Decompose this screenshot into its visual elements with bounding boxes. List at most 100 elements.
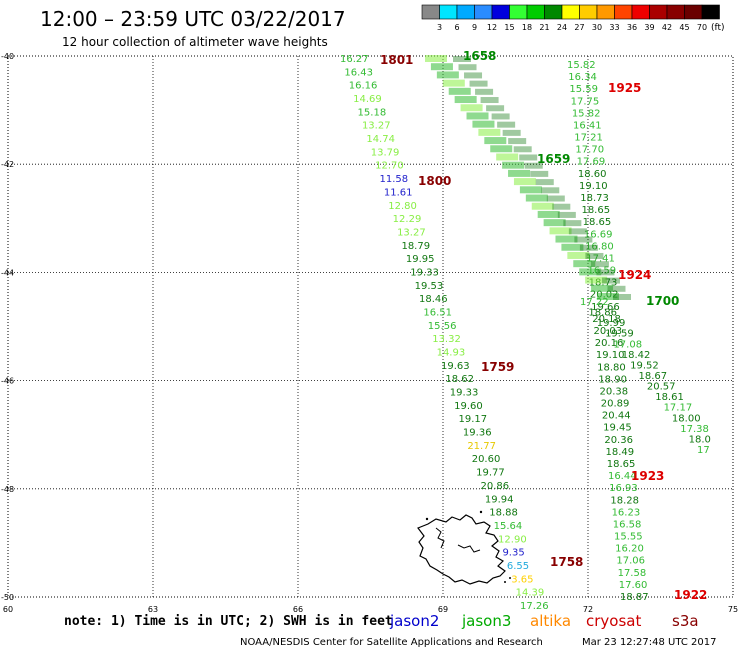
dense-track-mark (573, 260, 596, 268)
wave-height-value: 15.55 (614, 532, 643, 543)
dense-track-mark (601, 277, 620, 284)
wave-height-value: 12.80 (388, 201, 417, 212)
wave-height-value: 17.41 (586, 253, 615, 264)
dense-track-mark (502, 129, 521, 136)
legend-tick: 3 (437, 23, 442, 32)
legend-swatch (421, 4, 440, 20)
dense-track-mark (585, 276, 608, 284)
lat-label: -50 (1, 593, 14, 602)
wave-height-value: 11.58 (380, 174, 409, 185)
wave-height-value: 18.60 (578, 169, 607, 180)
dense-track-mark (430, 63, 453, 71)
lon-label: 63 (148, 605, 158, 614)
wave-height-value: 18.65 (583, 217, 612, 228)
dense-track-mark (597, 293, 619, 300)
dense-track-mark (546, 195, 565, 202)
wave-height-value: 20.86 (480, 481, 509, 492)
dense-track-mark (464, 72, 483, 79)
pass-time-label: 1922 (674, 588, 707, 602)
dense-track-mark (552, 203, 571, 210)
wave-height-value: 16.16 (349, 81, 378, 92)
dense-track-mark (458, 64, 477, 71)
wave-height-value: 12.70 (375, 161, 404, 172)
wave-height-value: 17.58 (618, 568, 647, 579)
wave-height-value: 19.66 (591, 302, 620, 313)
dense-track-mark (466, 112, 489, 120)
footer-credit: NOAA/NESDIS Center for Satellite Applica… (240, 637, 543, 648)
wave-height-value: 13.32 (432, 334, 461, 345)
dense-track-mark (607, 285, 626, 292)
dense-track-mark (491, 113, 510, 120)
wave-height-value: 19.77 (476, 468, 505, 479)
legend-tick: 70 (697, 23, 707, 32)
wave-height-value: 18.73 (580, 193, 609, 204)
wave-height-value: 14.93 (437, 348, 466, 359)
wave-height-value: 20.44 (602, 411, 631, 422)
wave-height-value: 3.65 (511, 574, 533, 585)
legend-unit: (ft) (711, 23, 725, 33)
dense-track-mark (543, 219, 566, 227)
wave-height-value: 19.60 (454, 401, 483, 412)
wave-height-value: 16.80 (585, 241, 614, 252)
wave-height-value: 14.39 (516, 588, 545, 599)
wave-height-value: 17.60 (619, 580, 648, 591)
pass-time-label: 1758 (550, 555, 583, 569)
wave-height-value: 16.23 (612, 507, 641, 518)
note-text: note: 1) Time is in UTC; 2) SWH is in fe… (64, 614, 393, 629)
wave-height-value: 19.17 (459, 414, 488, 425)
wave-height-value: 17.17 (664, 403, 693, 414)
wave-height-value: 20.16 (595, 338, 624, 349)
wave-height-value: 19.94 (485, 494, 514, 505)
dense-track-mark (567, 251, 590, 259)
pass-time-labels: 1801 1658 1925 1659 1800 1924 1700 1759 1923 1758… (380, 49, 707, 602)
wave-height-value: 18.42 (622, 350, 651, 361)
dense-track-mark (524, 162, 543, 169)
wave-height-legend: 3 6 9 12 15 18 21 24 27 30 33 36 39 42 45 70 (421, 4, 720, 32)
dense-track-mark (513, 146, 532, 153)
wave-height-value: 15.56 (428, 321, 457, 332)
legend-swatch (631, 4, 650, 20)
wave-height-value: 17.26 (520, 601, 549, 612)
legend-tick: 21 (539, 23, 549, 32)
kerguelen-island (417, 510, 511, 585)
legend-swatch (579, 4, 598, 20)
satellite-name: jason3 (461, 612, 511, 630)
wave-height-value: 19.52 (630, 360, 659, 371)
legend-tick: 36 (627, 23, 637, 32)
wave-height-value: 18.0 (689, 434, 711, 445)
wave-height-value: 9.35 (502, 548, 524, 559)
dense-track-mark (513, 178, 536, 186)
wave-height-value: 18.88 (489, 508, 518, 519)
wave-height-value: 17.38 (680, 424, 709, 435)
lon-label: 69 (438, 605, 448, 614)
satellite-name: altika (530, 612, 571, 630)
wave-height-value: 20.03 (594, 326, 623, 337)
wave-height-value: 18.65 (581, 205, 610, 216)
wave-height-value: 19.10 (596, 350, 625, 361)
legend-swatch (596, 4, 615, 20)
pass-time-label: 1759 (481, 360, 514, 374)
lon-label: 72 (583, 605, 593, 614)
wave-height-value: 17 (697, 445, 710, 456)
satellite-legend: jason2 jason3 altika cryosat s3a (389, 612, 699, 630)
dense-track-mark (472, 120, 495, 128)
pass-time-label: 1800 (418, 174, 451, 188)
dense-track-mark (478, 128, 501, 136)
wave-height-value: 18.61 (655, 392, 684, 403)
pass-time-label: 1924 (618, 268, 651, 282)
wave-height-value: 18.80 (597, 362, 626, 373)
dense-track-mark (508, 138, 527, 145)
wave-height-value: 13.79 (371, 147, 400, 158)
wave-height-value: 17.22 (580, 297, 609, 308)
legend-swatch (456, 4, 475, 20)
wave-height-value: 17.69 (577, 157, 606, 168)
dense-track-mark (480, 97, 499, 104)
wave-height-value: 16.41 (573, 120, 602, 131)
footer-timestamp: Mar 23 12:27:48 UTC 2017 (582, 637, 717, 648)
dense-track-mark (557, 211, 576, 218)
legend-tick: 15 (504, 23, 514, 32)
wave-height-value: 15.82 (572, 108, 601, 119)
wave-height-value: 16.44 (608, 471, 637, 482)
wave-height-value: 15.18 (358, 107, 387, 118)
